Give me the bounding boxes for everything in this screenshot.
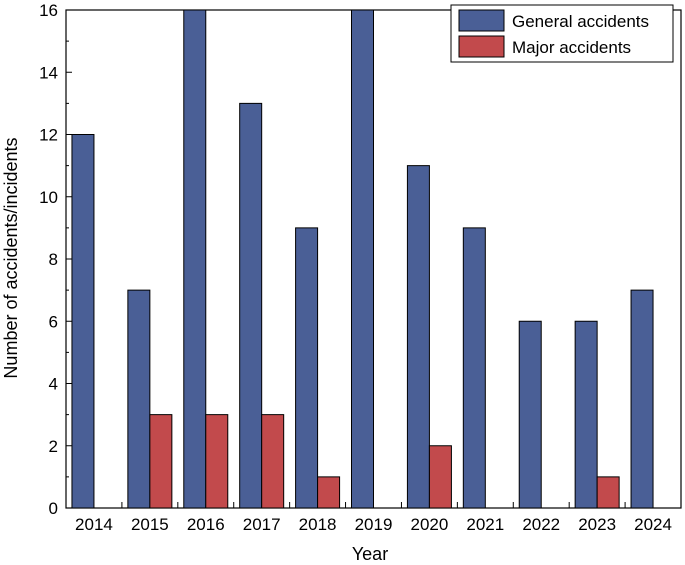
x-tick-label-2018: 2018	[299, 515, 337, 534]
bar-general-accidents-2023	[574, 320, 598, 509]
bar-general-accidents-2016	[183, 9, 207, 509]
bar-major-accidents-2023	[596, 476, 620, 509]
y-tick-label: 16	[39, 1, 58, 20]
bar-general-accidents-2014	[71, 134, 95, 509]
y-tick-label: 0	[49, 499, 58, 518]
x-tick-label-2022: 2022	[522, 515, 560, 534]
x-tick-label-2014: 2014	[75, 515, 113, 534]
legend: General accidents Major accidents	[450, 4, 674, 63]
x-tick-label-2016: 2016	[187, 515, 225, 534]
x-tick-label-2017: 2017	[243, 515, 281, 534]
bar-general-accidents-2022	[518, 320, 542, 509]
bar-major-accidents-2016	[205, 414, 229, 509]
y-tick-label: 2	[49, 437, 58, 456]
bar-general-accidents-2021	[462, 227, 486, 509]
bars-group	[71, 9, 654, 509]
bar-general-accidents-2018	[295, 227, 319, 509]
x-tick-label-2024: 2024	[634, 515, 672, 534]
x-tick-label-2020: 2020	[410, 515, 448, 534]
bar-general-accidents-2020	[406, 165, 430, 509]
y-tick-label: 4	[49, 375, 58, 394]
y-tick-label: 12	[39, 126, 58, 145]
y-axis-ticks: 0 2 4 6 8 10 12 14 16	[39, 1, 72, 518]
bar-general-accidents-2024	[630, 289, 654, 509]
legend-swatch-general-accidents	[458, 9, 505, 32]
x-axis-ticks: 2014 2015 2016 2017 2018 2019 2020 2021 2022 2023…	[75, 502, 672, 534]
bar-major-accidents-2020	[428, 445, 452, 509]
legend-label-general-accidents: General accidents	[512, 12, 649, 31]
x-axis-title: Year	[352, 544, 388, 564]
x-tick-label-2021: 2021	[466, 515, 504, 534]
bar-major-accidents-2018	[317, 476, 341, 509]
bar-general-accidents-2017	[239, 102, 263, 509]
bar-major-accidents-2015	[149, 414, 173, 509]
bar-general-accidents-2015	[127, 289, 151, 509]
y-tick-label: 6	[49, 312, 58, 331]
y-axis-title: Number of accidents/incidents	[1, 137, 21, 378]
x-tick-label-2023: 2023	[578, 515, 616, 534]
y-tick-label: 8	[49, 250, 58, 269]
x-tick-label-2019: 2019	[355, 515, 393, 534]
legend-label-major-accidents: Major accidents	[512, 38, 631, 57]
bar-general-accidents-2019	[351, 9, 374, 509]
y-tick-label: 10	[39, 188, 58, 207]
bar-major-accidents-2017	[261, 414, 285, 509]
legend-swatch-major-accidents	[458, 35, 505, 58]
x-tick-label-2015: 2015	[131, 515, 169, 534]
y-tick-label: 14	[39, 63, 58, 82]
